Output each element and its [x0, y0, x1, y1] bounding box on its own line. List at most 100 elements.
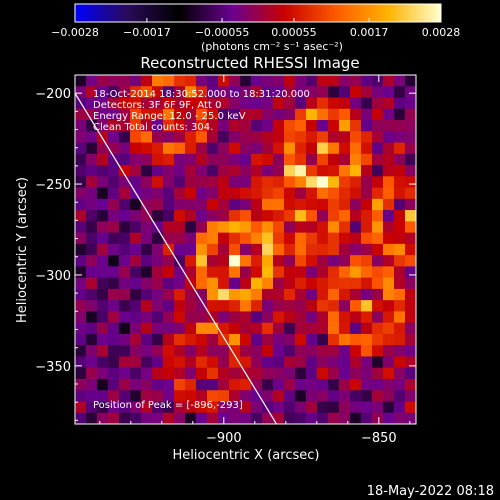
heatmap-cell: [119, 243, 131, 256]
heatmap-cell: [306, 367, 318, 380]
heatmap-cell: [163, 322, 175, 335]
heatmap-cell: [97, 345, 109, 358]
heatmap-cell: [317, 356, 329, 369]
heatmap-cell: [251, 378, 263, 391]
heatmap-cell: [229, 277, 241, 290]
heatmap-cell: [273, 367, 285, 380]
heatmap-cell: [86, 198, 98, 211]
heatmap-cell: [229, 333, 241, 346]
heatmap-cell: [372, 86, 384, 99]
heatmap-cell: [383, 221, 395, 234]
heatmap-cell: [295, 300, 307, 313]
heatmap-cell: [207, 311, 219, 324]
heatmap-cell: [141, 75, 153, 87]
heatmap-cell: [284, 322, 296, 335]
heatmap-cell: [75, 210, 87, 222]
heatmap-cell: [383, 187, 395, 200]
heatmap-cell: [405, 75, 416, 87]
heatmap-cell: [361, 345, 373, 358]
heatmap-cell: [394, 311, 406, 324]
heatmap-cell: [185, 266, 197, 279]
heatmap-cell: [405, 120, 416, 132]
heatmap-cell: [273, 300, 285, 313]
heatmap-cell: [152, 198, 164, 211]
heatmap-cell: [174, 165, 186, 177]
heatmap-cell: [361, 86, 373, 99]
heatmap-cell: [273, 120, 285, 132]
heatmap-cell: [218, 322, 230, 335]
heatmap-cell: [108, 300, 120, 313]
heatmap-cell: [75, 153, 87, 166]
heatmap-cell: [273, 412, 285, 424]
heatmap-cell: [284, 86, 296, 99]
heatmap-cell: [218, 86, 230, 99]
heatmap-cell: [86, 277, 98, 290]
heatmap-cell: [86, 345, 98, 358]
heatmap-cell: [251, 412, 263, 424]
heatmap-cell: [141, 142, 153, 155]
heatmap-cell: [405, 97, 416, 110]
footer-date: 18-May-2022 08:18: [367, 484, 494, 499]
heatmap-cell: [394, 210, 406, 222]
heatmap-cell: [295, 176, 307, 189]
heatmap-cell: [295, 390, 307, 403]
heatmap-cell: [185, 221, 197, 234]
heatmap-cell: [163, 412, 175, 424]
heatmap-cell: [152, 322, 164, 335]
heatmap-cell: [273, 187, 285, 200]
heatmap-cell: [174, 142, 186, 155]
heatmap-cell: [152, 300, 164, 313]
heatmap-cell: [196, 120, 208, 132]
heatmap-cell: [141, 255, 153, 267]
heatmap-cell: [119, 75, 131, 87]
heatmap-cell: [218, 255, 230, 267]
heatmap-cell: [86, 356, 98, 369]
heatmap-cell: [295, 322, 307, 335]
heatmap-cell: [361, 243, 373, 256]
heatmap-cell: [108, 288, 120, 301]
heatmap-cell: [240, 390, 252, 403]
heatmap-cell: [317, 401, 329, 414]
heatmap-cell: [262, 277, 274, 290]
heatmap-cell: [262, 333, 274, 346]
heatmap-cell: [273, 86, 285, 99]
heatmap-cell: [405, 165, 416, 177]
heatmap-cell: [119, 153, 131, 166]
heatmap-cell: [86, 75, 98, 87]
heatmap-cell: [361, 153, 373, 166]
heatmap-cell: [405, 401, 416, 414]
heatmap-cell: [240, 232, 252, 245]
heatmap-cell: [130, 345, 142, 358]
heatmap-cell: [372, 210, 384, 222]
heatmap-cell: [108, 176, 120, 189]
heatmap-cell: [328, 288, 340, 301]
heatmap-cell: [240, 277, 252, 290]
heatmap-cell: [141, 187, 153, 200]
y-tick-label: −200: [35, 87, 71, 102]
heatmap-cell: [383, 266, 395, 279]
heatmap-cell: [185, 288, 197, 301]
heatmap-cell: [229, 142, 241, 155]
heatmap-cell: [185, 198, 197, 211]
heatmap-cell: [97, 120, 109, 132]
heatmap-cell: [240, 255, 252, 267]
heatmap-cell: [119, 300, 131, 313]
heatmap-cell: [75, 221, 87, 234]
heatmap-cell: [350, 97, 362, 110]
heatmap-cell: [218, 232, 230, 245]
heatmap-cell: [163, 390, 175, 403]
heatmap-cell: [229, 288, 241, 301]
heatmap-cell: [207, 356, 219, 369]
heatmap-cell: [284, 165, 296, 177]
heatmap-cell: [196, 412, 208, 424]
heatmap-cell: [328, 232, 340, 245]
heatmap-cell: [152, 243, 164, 256]
heatmap-cell: [196, 165, 208, 177]
heatmap-cell: [361, 412, 373, 424]
heatmap-cell: [86, 176, 98, 189]
heatmap-cell: [383, 401, 395, 414]
heatmap-cell: [108, 255, 120, 267]
heatmap-cell: [372, 108, 384, 121]
heatmap-cell: [152, 221, 164, 234]
heatmap-cell: [328, 243, 340, 256]
